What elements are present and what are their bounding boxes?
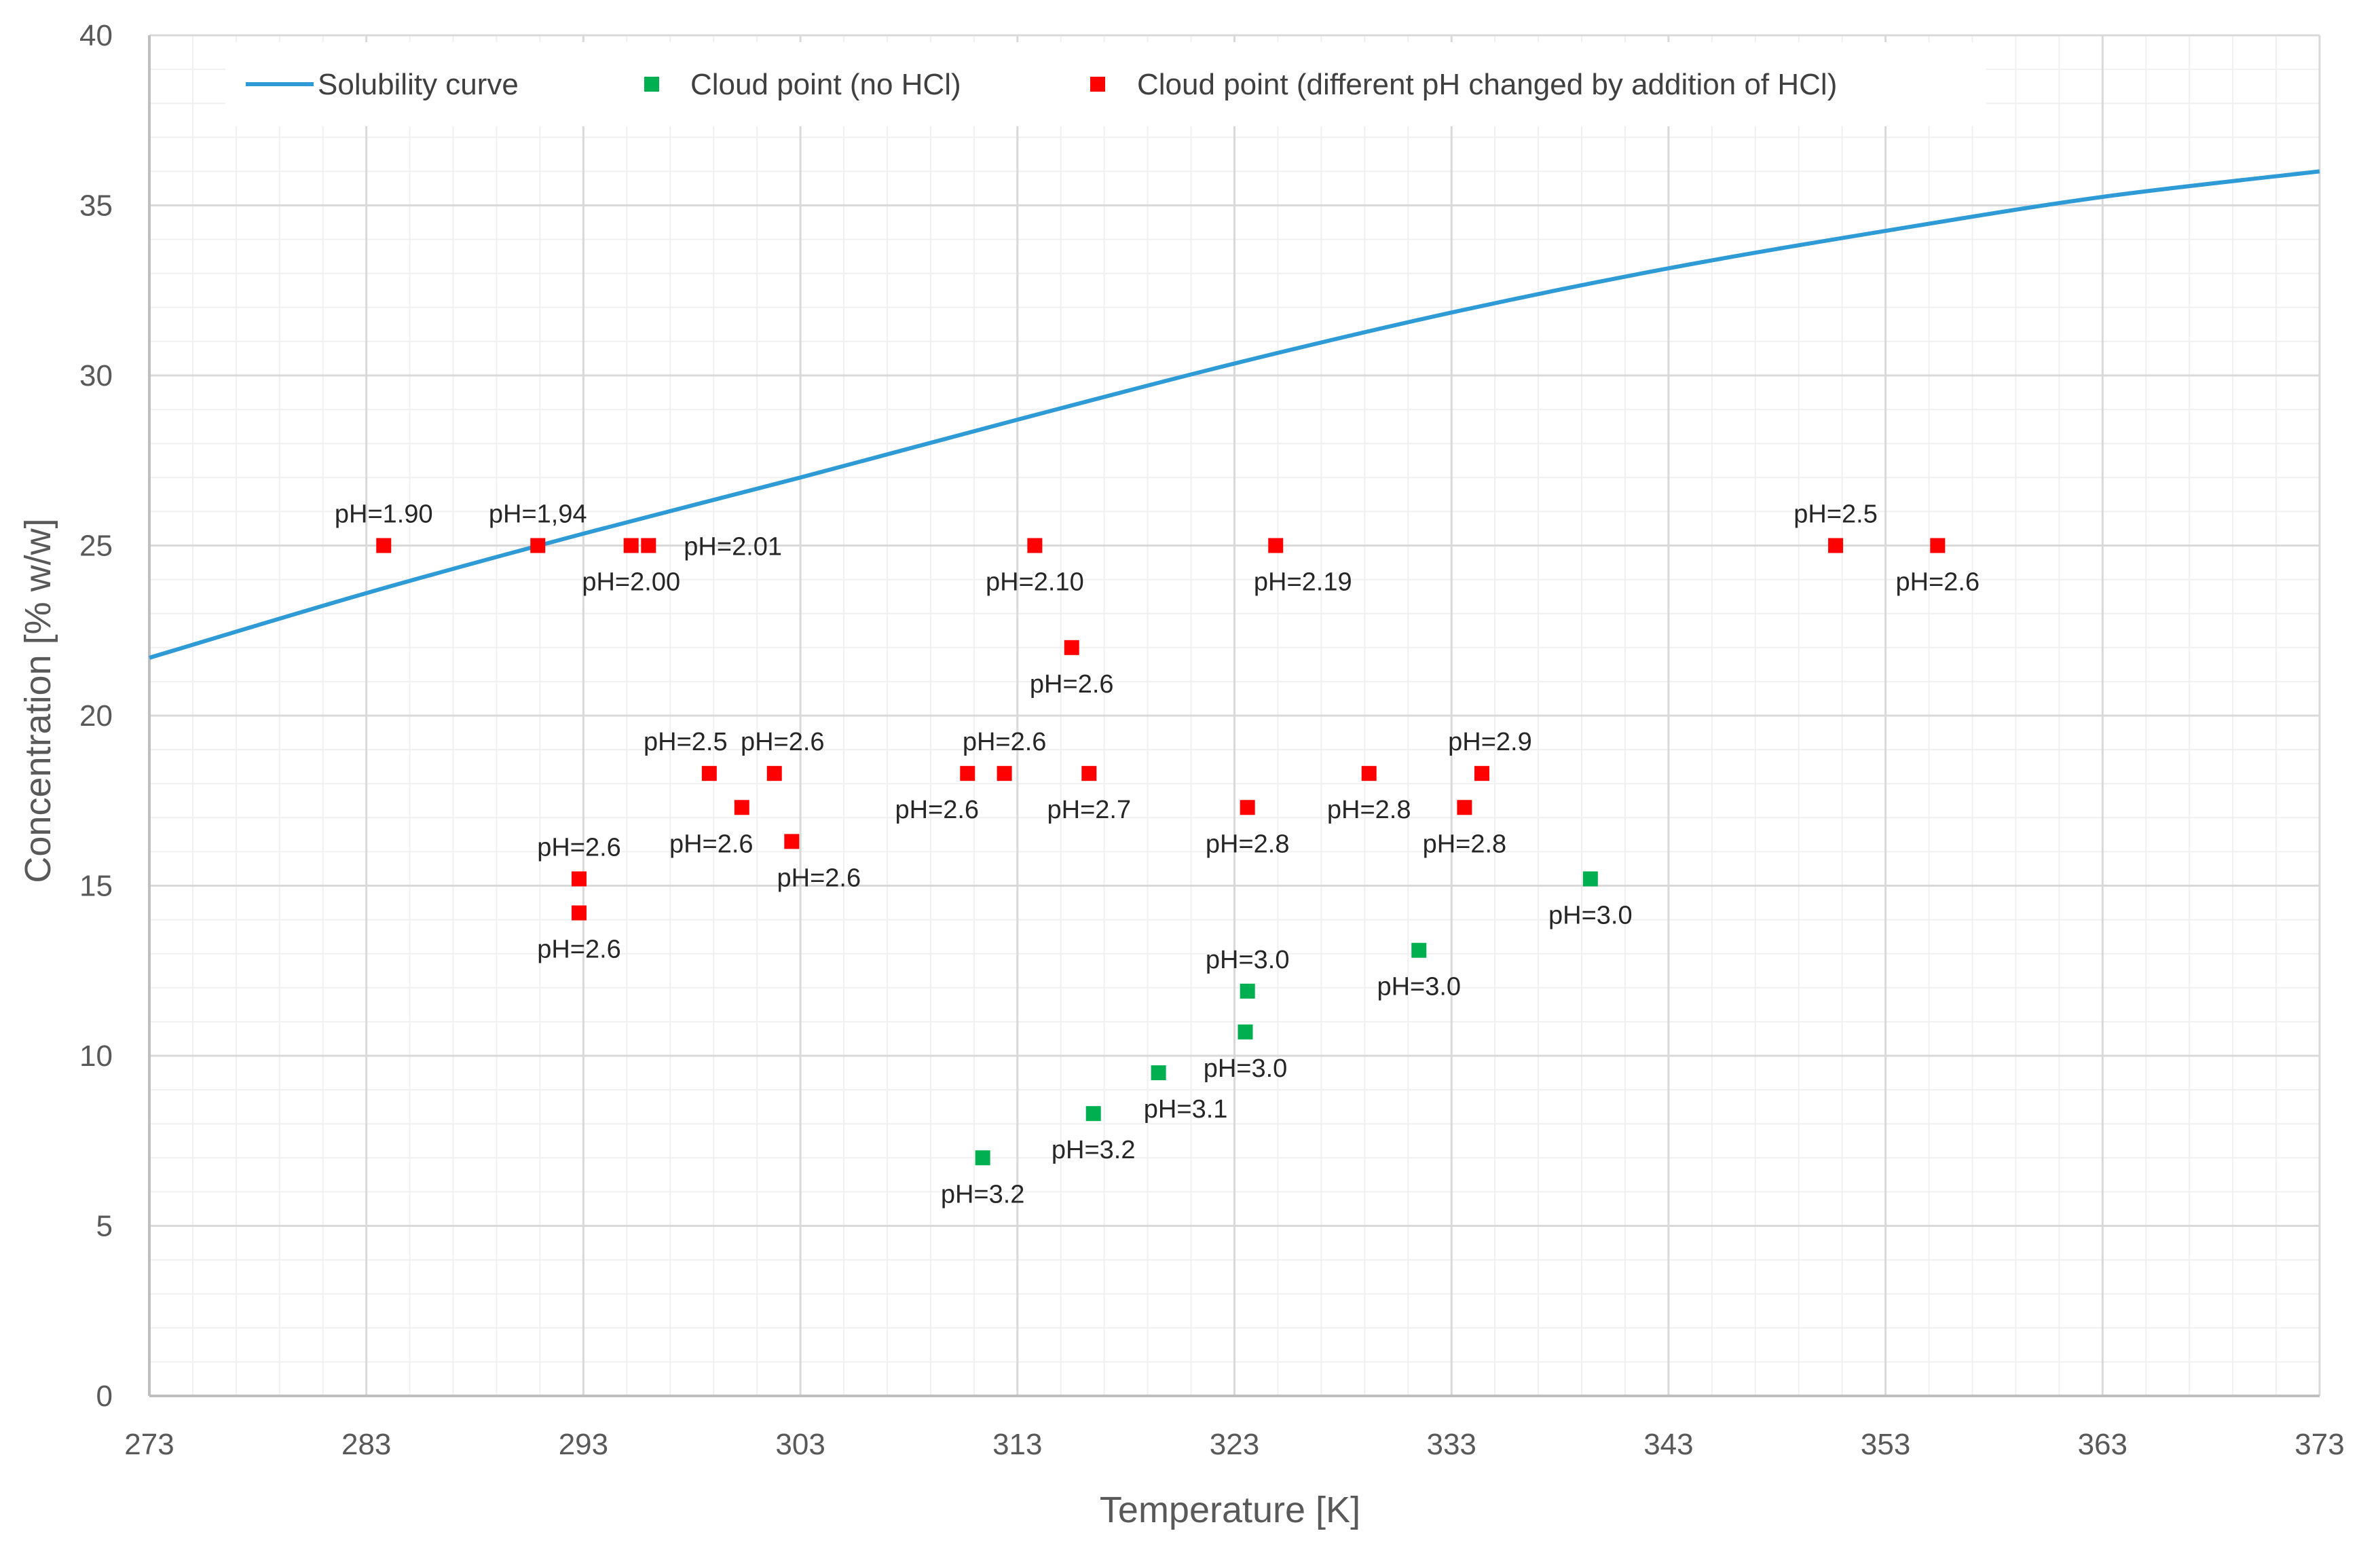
y-tick-label: 10	[79, 1039, 113, 1073]
hcl-cloud-point-marker	[766, 766, 782, 781]
hcl-cloud-point-marker	[572, 871, 587, 887]
hcl-cloud-point-marker	[1930, 538, 1946, 553]
hcl-cloud-point-marker	[1361, 766, 1377, 781]
hcl-cloud-point-marker	[1268, 538, 1284, 553]
no-hcl-cloud-point-marker	[1085, 1106, 1101, 1122]
data-label: pH=3.0	[1377, 973, 1461, 1001]
x-tick-label: 343	[1643, 1428, 1693, 1461]
no-hcl-cloud-point-marker	[1238, 1024, 1253, 1039]
data-label: pH=2.5	[1793, 500, 1878, 529]
y-tick-label: 25	[79, 530, 113, 563]
hcl-cloud-point-marker	[1240, 800, 1255, 815]
hcl-cloud-point-marker	[784, 834, 800, 849]
data-label: pH=2.00	[582, 568, 680, 597]
y-tick-label: 0	[96, 1380, 113, 1413]
data-label: pH=3.2	[1052, 1136, 1136, 1164]
x-tick-label: 333	[1426, 1428, 1476, 1461]
y-axis-title: Concentration [% w/w]	[18, 518, 58, 883]
data-label: pH=2.6	[537, 833, 621, 862]
x-tick-label: 283	[341, 1428, 391, 1461]
legend-hcl-swatch	[1090, 77, 1105, 92]
x-tick-label: 353	[1861, 1428, 1910, 1461]
data-label: pH=2.6	[963, 728, 1047, 756]
hcl-cloud-point-marker	[1064, 640, 1079, 655]
x-axis-title: Temperature [K]	[1100, 1490, 1360, 1530]
data-label: pH=2.8	[1206, 830, 1290, 858]
legend-no-hcl-swatch	[644, 77, 659, 92]
hcl-cloud-point-marker	[997, 766, 1012, 781]
data-label: pH=3.1	[1144, 1095, 1228, 1124]
hcl-cloud-point-marker	[623, 538, 639, 553]
no-hcl-cloud-point-marker	[1151, 1065, 1166, 1081]
y-tick-label: 40	[79, 19, 113, 52]
hcl-cloud-point-marker	[960, 766, 975, 781]
data-label: pH=2.8	[1423, 830, 1507, 858]
no-hcl-cloud-point-marker	[1582, 871, 1598, 887]
axes	[148, 35, 2320, 1397]
no-hcl-cloud-point-marker	[1240, 983, 1255, 999]
hcl-cloud-point-marker	[1474, 766, 1489, 781]
x-tick-label: 313	[992, 1428, 1042, 1461]
y-tick-label: 5	[96, 1210, 113, 1243]
data-label: pH=2.6	[537, 936, 621, 964]
data-label: pH=2.6	[741, 728, 825, 756]
data-label: pH=2.10	[986, 568, 1084, 597]
data-label: pH=2.9	[1448, 728, 1532, 756]
solubility-curve-line	[149, 169, 2320, 660]
data-label: pH=1,94	[489, 500, 587, 529]
hcl-cloud-point-marker	[1027, 538, 1043, 553]
hcl-cloud-point-marker	[376, 538, 392, 553]
data-label: pH=3.0	[1204, 1054, 1288, 1083]
legend-label: Cloud point (no HCl)	[690, 68, 961, 101]
y-tick-label: 30	[79, 359, 113, 392]
x-tick-label: 303	[775, 1428, 825, 1461]
data-label: pH=3.0	[1548, 901, 1633, 929]
data-label: pH=2.6	[1030, 670, 1114, 699]
legend: Solubility curve Cloud point (no HCl) Clou…	[225, 42, 1986, 126]
data-label: pH=2.01	[684, 533, 782, 561]
data-labels: pH=3.2 pH=3.2 pH=3.1 pH=3.0 pH=3.0 pH=3.0 pH=3…	[335, 500, 1979, 1209]
data-label: pH=2.7	[1047, 796, 1132, 824]
data-label: pH=1.90	[335, 500, 433, 529]
data-label: pH=3.2	[941, 1180, 1025, 1209]
hcl-cloud-point-marker	[1081, 766, 1097, 781]
x-tick-label: 323	[1210, 1428, 1259, 1461]
data-label: pH=2.6	[1896, 568, 1980, 597]
hcl-cloud-point-marker	[641, 538, 656, 553]
data-label: pH=3.0	[1206, 946, 1290, 974]
hcl-cloud-point-marker	[701, 766, 717, 781]
hcl-cloud-point-marker	[1457, 800, 1472, 815]
y-tick-label: 15	[79, 870, 113, 903]
legend-background	[225, 42, 1986, 126]
data-label: pH=2.19	[1254, 568, 1352, 597]
hcl-cloud-point-marker	[1828, 538, 1844, 553]
x-tick-label: 363	[2078, 1428, 2127, 1461]
hcl-cloud-point-marker	[734, 800, 749, 815]
data-label: pH=2.6	[669, 830, 754, 858]
x-tick-label: 293	[559, 1428, 608, 1461]
tick-labels: 273 283 293 303 313 323 333 343 353 363 373 0 5 10 15 2…	[79, 19, 2345, 1461]
no-hcl-cloud-point-marker	[975, 1150, 990, 1166]
x-tick-label: 373	[2294, 1428, 2344, 1461]
hcl-cloud-point-marker	[572, 905, 587, 921]
legend-label: Cloud point (different pH changed by add…	[1137, 68, 1837, 101]
series-layer	[149, 169, 2320, 1166]
data-label: pH=2.6	[895, 796, 979, 824]
data-label: pH=2.6	[777, 864, 861, 892]
x-tick-label: 273	[124, 1428, 174, 1461]
data-label: pH=2.5	[644, 728, 728, 756]
no-hcl-cloud-point-marker	[1411, 942, 1427, 958]
data-label: pH=2.8	[1327, 796, 1411, 824]
y-tick-label: 20	[79, 699, 113, 733]
hcl-cloud-point-marker	[530, 538, 546, 553]
legend-label: Solubility curve	[318, 68, 519, 101]
y-tick-label: 35	[79, 189, 113, 223]
